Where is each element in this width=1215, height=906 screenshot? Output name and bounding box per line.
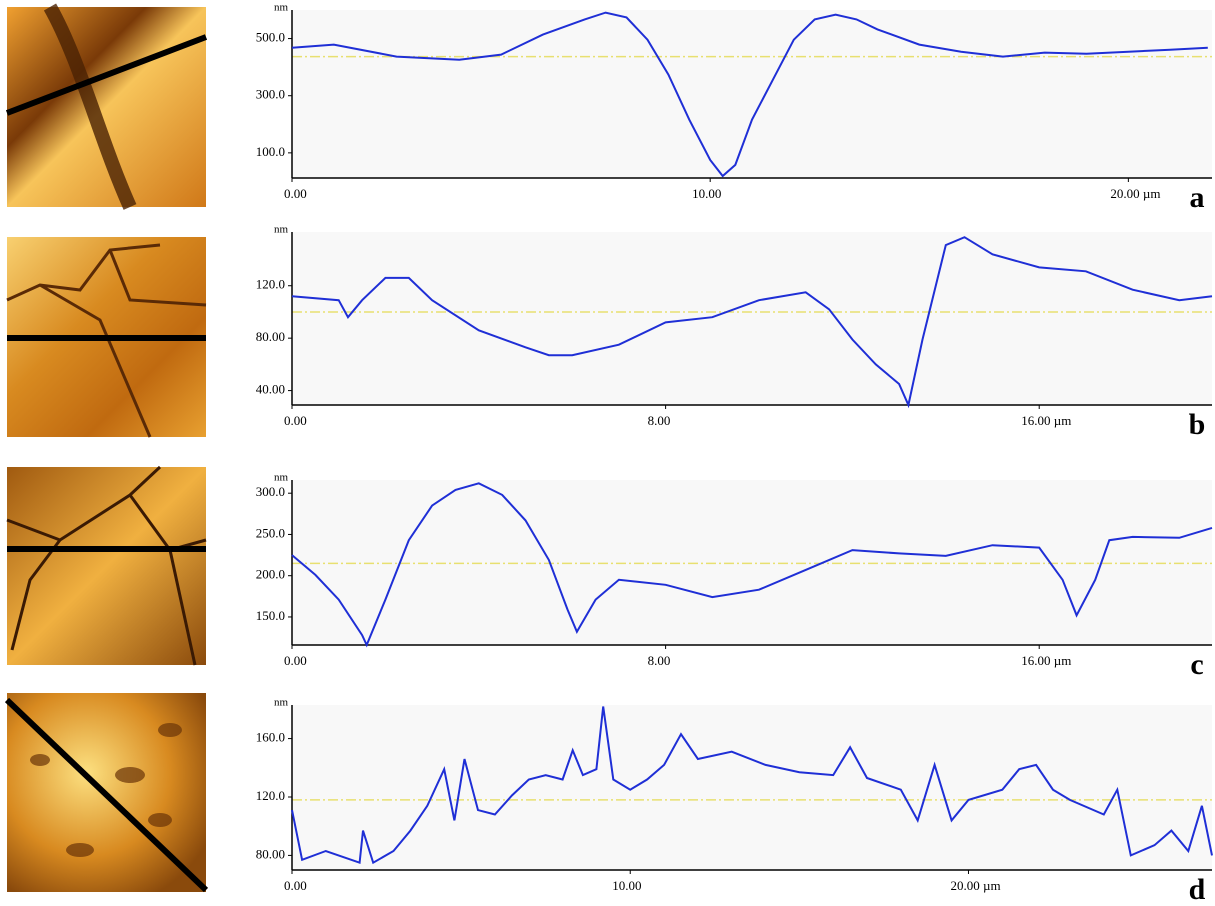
profile-line — [291, 236, 1213, 409]
x-tick-label: 16.00 µm — [1021, 653, 1071, 668]
plot-area — [292, 705, 1212, 870]
x-tick-label: 0.00 — [284, 653, 307, 668]
y-tick-label: 250.0 — [256, 525, 285, 540]
y-tick-label: 40.00 — [256, 382, 285, 397]
profile-line — [291, 482, 1213, 648]
x-tick-label: 20.00 µm — [1110, 186, 1160, 201]
y-tick-label: 200.0 — [256, 567, 285, 582]
profile-chart: nm 120.0 80.00 40.00 0.00 8.00 16.00 µm b — [256, 224, 1213, 441]
y-axis-unit: nm — [274, 224, 289, 236]
x-tick-label: 10.00 — [612, 878, 641, 893]
afm-image — [7, 7, 206, 207]
y-tick-label: 300.0 — [256, 484, 285, 499]
y-axis-unit: nm — [274, 472, 289, 484]
y-tick-label: 80.00 — [256, 329, 285, 344]
panel-letter: d — [1189, 873, 1206, 906]
x-tick-label: 8.00 — [648, 413, 671, 428]
y-tick-label: 500.0 — [256, 30, 285, 45]
y-tick-label: 150.0 — [256, 608, 285, 623]
profile-chart: nm 500.0 300.0 100.0 0.00 10.00 20.00 µm a — [256, 2, 1212, 214]
grain-boundary — [43, 3, 137, 210]
x-tick-label: 8.00 — [648, 653, 671, 668]
panel-letter: b — [1189, 408, 1206, 441]
scan-line — [4, 697, 209, 893]
y-tick-label: 80.00 — [256, 846, 285, 861]
afm-images — [4, 3, 209, 893]
panel-letter: a — [1190, 181, 1205, 214]
scan-line — [5, 34, 208, 116]
x-tick-label: 0.00 — [284, 878, 307, 893]
y-tick-label: 120.0 — [256, 788, 285, 803]
x-tick-label: 20.00 µm — [950, 878, 1000, 893]
profile-line — [291, 706, 1213, 865]
plot-area — [292, 232, 1212, 405]
profile-line — [291, 11, 1208, 178]
y-tick-label: 160.0 — [256, 730, 285, 745]
panel-letter: c — [1190, 648, 1203, 681]
afm-image — [7, 467, 206, 665]
y-axis-unit: nm — [274, 2, 289, 14]
y-axis-unit: nm — [274, 697, 289, 709]
plot-area — [292, 10, 1212, 178]
y-tick-label: 120.0 — [256, 277, 285, 292]
x-tick-label: 0.00 — [284, 186, 307, 201]
plot-area — [292, 480, 1212, 645]
x-tick-label: 0.00 — [284, 413, 307, 428]
y-tick-label: 300.0 — [256, 87, 285, 102]
x-tick-label: 16.00 µm — [1021, 413, 1071, 428]
grain-boundary — [6, 243, 207, 438]
profile-chart: nm 160.0 120.0 80.00 0.00 10.00 20.00 µm d — [256, 697, 1213, 906]
dark-spots — [30, 723, 182, 857]
y-tick-label: 100.0 — [256, 144, 285, 159]
x-tick-label: 10.00 — [692, 186, 721, 201]
